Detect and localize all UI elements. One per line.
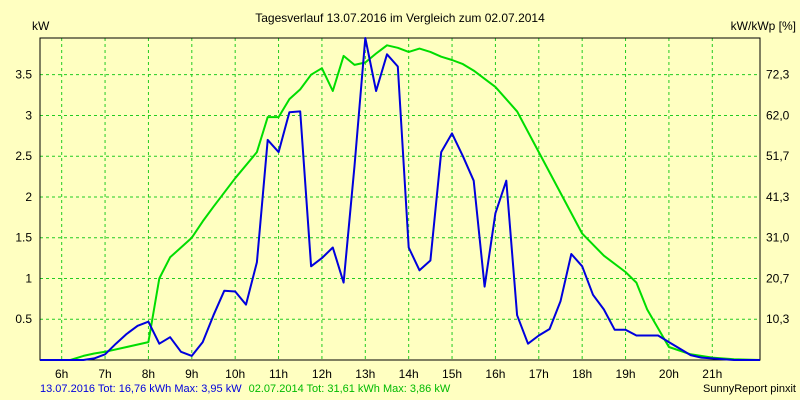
y-tick-label-right: 41,3 <box>766 190 790 204</box>
footer-summary-2014: 02.07.2014 Tot: 31,61 kWh Max: 3,86 kW <box>249 383 451 395</box>
footer-credit: SunnyReport pinxit <box>703 383 796 395</box>
x-tick-label: 18h <box>572 367 592 381</box>
y-tick-label-right: 72,3 <box>766 68 790 82</box>
series-layer <box>40 37 761 361</box>
plot-frame <box>39 37 761 361</box>
footer-summary: 13.07.2016 Tot: 16,76 kWh Max: 3,95 kW 0… <box>40 383 451 395</box>
x-tick-label: 16h <box>485 367 505 381</box>
tick-labels: 6h 7h 8h 9h 10h 11h 12h 13h 14h 15h 16h 17h 18h 19h 20… <box>15 68 789 381</box>
x-tick-label: 13h <box>355 367 375 381</box>
x-tick-label: 17h <box>529 367 549 381</box>
y-tick-label-left: 2 <box>25 190 32 204</box>
y-tick-label-right: 51,7 <box>766 149 790 163</box>
footer-summary-2016: 13.07.2016 Tot: 16,76 kWh Max: 3,95 kW <box>40 383 242 395</box>
chart-title: Tagesverlauf 13.07.2016 im Vergleich zum… <box>255 11 545 25</box>
y-tick-label-right: 20,7 <box>766 271 790 285</box>
y-tick-label-right: 31,0 <box>766 231 790 245</box>
x-tick-label: 10h <box>225 367 245 381</box>
x-tick-label: 7h <box>98 367 111 381</box>
y-axis-left-label: kW <box>32 19 50 33</box>
x-tick-label: 9h <box>185 367 198 381</box>
x-tick-label: 12h <box>312 367 332 381</box>
x-tick-label: 15h <box>442 367 462 381</box>
series-line-13-07-2016 <box>40 37 760 361</box>
y-tick-label-left: 1 <box>25 271 32 285</box>
x-tick-label: 11h <box>269 367 288 381</box>
x-tick-label: 8h <box>142 367 155 381</box>
x-tick-label: 19h <box>616 367 636 381</box>
y-tick-label-right: 62,0 <box>766 108 790 122</box>
x-tick-label: 6h <box>55 367 68 381</box>
y-tick-label-left: 0.5 <box>15 312 32 326</box>
x-tick-label: 14h <box>399 367 419 381</box>
y-tick-label-left: 3 <box>25 108 32 122</box>
y-tick-label-left: 1.5 <box>15 231 32 245</box>
y-tick-label-right: 10,3 <box>766 312 790 326</box>
y-tick-label-left: 2.5 <box>15 149 32 163</box>
grid <box>40 38 760 360</box>
x-tick-label: 20h <box>659 367 679 381</box>
y-axis-right-label: kW/kWp [%] <box>731 19 796 33</box>
y-tick-label-left: 3.5 <box>15 68 32 82</box>
series-line-02-07-2014 <box>40 44 761 361</box>
x-tick-label: 21h <box>702 367 722 381</box>
